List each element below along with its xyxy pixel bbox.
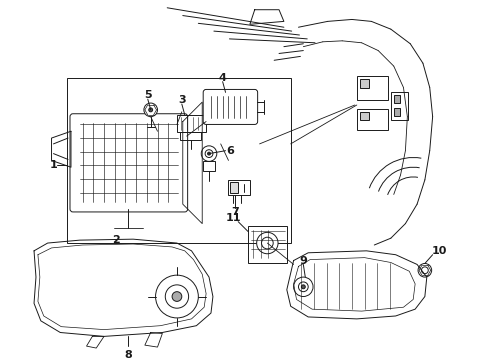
Bar [67,78,291,243]
Circle shape [298,282,308,292]
Text: 9: 9 [299,256,307,266]
Bar [360,79,369,89]
Circle shape [262,237,273,249]
Circle shape [301,285,305,289]
Bar [394,95,399,103]
Circle shape [144,103,157,117]
Text: 8: 8 [124,350,132,360]
Bar [177,115,206,132]
Circle shape [201,146,217,161]
Circle shape [172,292,182,301]
FancyBboxPatch shape [203,89,258,125]
FancyBboxPatch shape [70,114,188,212]
Text: 11: 11 [225,213,241,223]
Text: 5: 5 [144,90,151,100]
Text: 7: 7 [231,207,239,217]
Text: 2: 2 [112,235,120,245]
Bar [360,112,369,120]
Bar [394,108,399,116]
Bar [180,132,201,140]
Circle shape [208,152,211,155]
Text: 4: 4 [219,73,226,83]
Bar [357,109,388,130]
Circle shape [149,108,153,112]
Circle shape [165,285,189,308]
Text: 3: 3 [178,95,186,105]
Text: 1: 1 [49,160,57,170]
Text: 10: 10 [432,246,447,256]
Bar [391,93,408,120]
Circle shape [418,264,432,277]
Bar [230,182,238,193]
Bar [357,76,388,100]
Circle shape [205,150,213,158]
Circle shape [257,232,278,254]
Bar [228,180,250,195]
Circle shape [155,275,198,318]
Circle shape [294,277,313,297]
Circle shape [421,267,428,274]
Text: 6: 6 [226,146,234,156]
Bar [203,161,215,171]
Bar [248,226,287,262]
